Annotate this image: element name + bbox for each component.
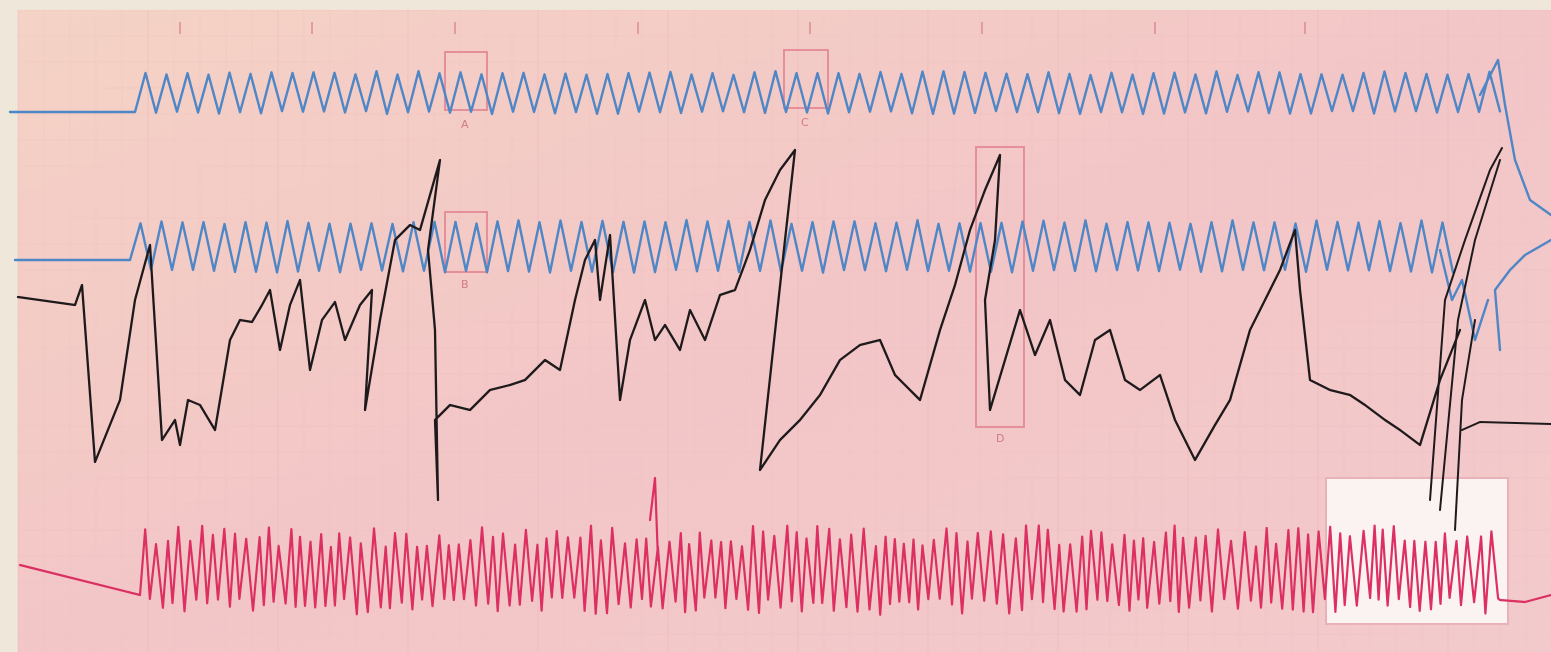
paper-shading [18, 10, 1551, 652]
blue-tail-trace [1438, 58, 1551, 352]
marker-labels: A B C D [461, 116, 1004, 445]
marker-label-b: B [461, 278, 469, 291]
chart-grid [17, 9, 1551, 652]
marker-box-d [975, 146, 1025, 428]
marker-label-c: C [801, 116, 809, 129]
black-trace [16, 148, 1462, 502]
white-inset-box [1325, 477, 1509, 625]
red-trace [18, 476, 1551, 616]
black-tail-strokes [1429, 147, 1551, 531]
time-ticks [179, 22, 1306, 34]
marker-label-a: A [461, 118, 469, 131]
marker-box-a [444, 51, 488, 111]
blue-upper-trace [8, 70, 1502, 116]
blue-middle-trace [13, 218, 1455, 274]
marker-label-d: D [996, 432, 1004, 445]
